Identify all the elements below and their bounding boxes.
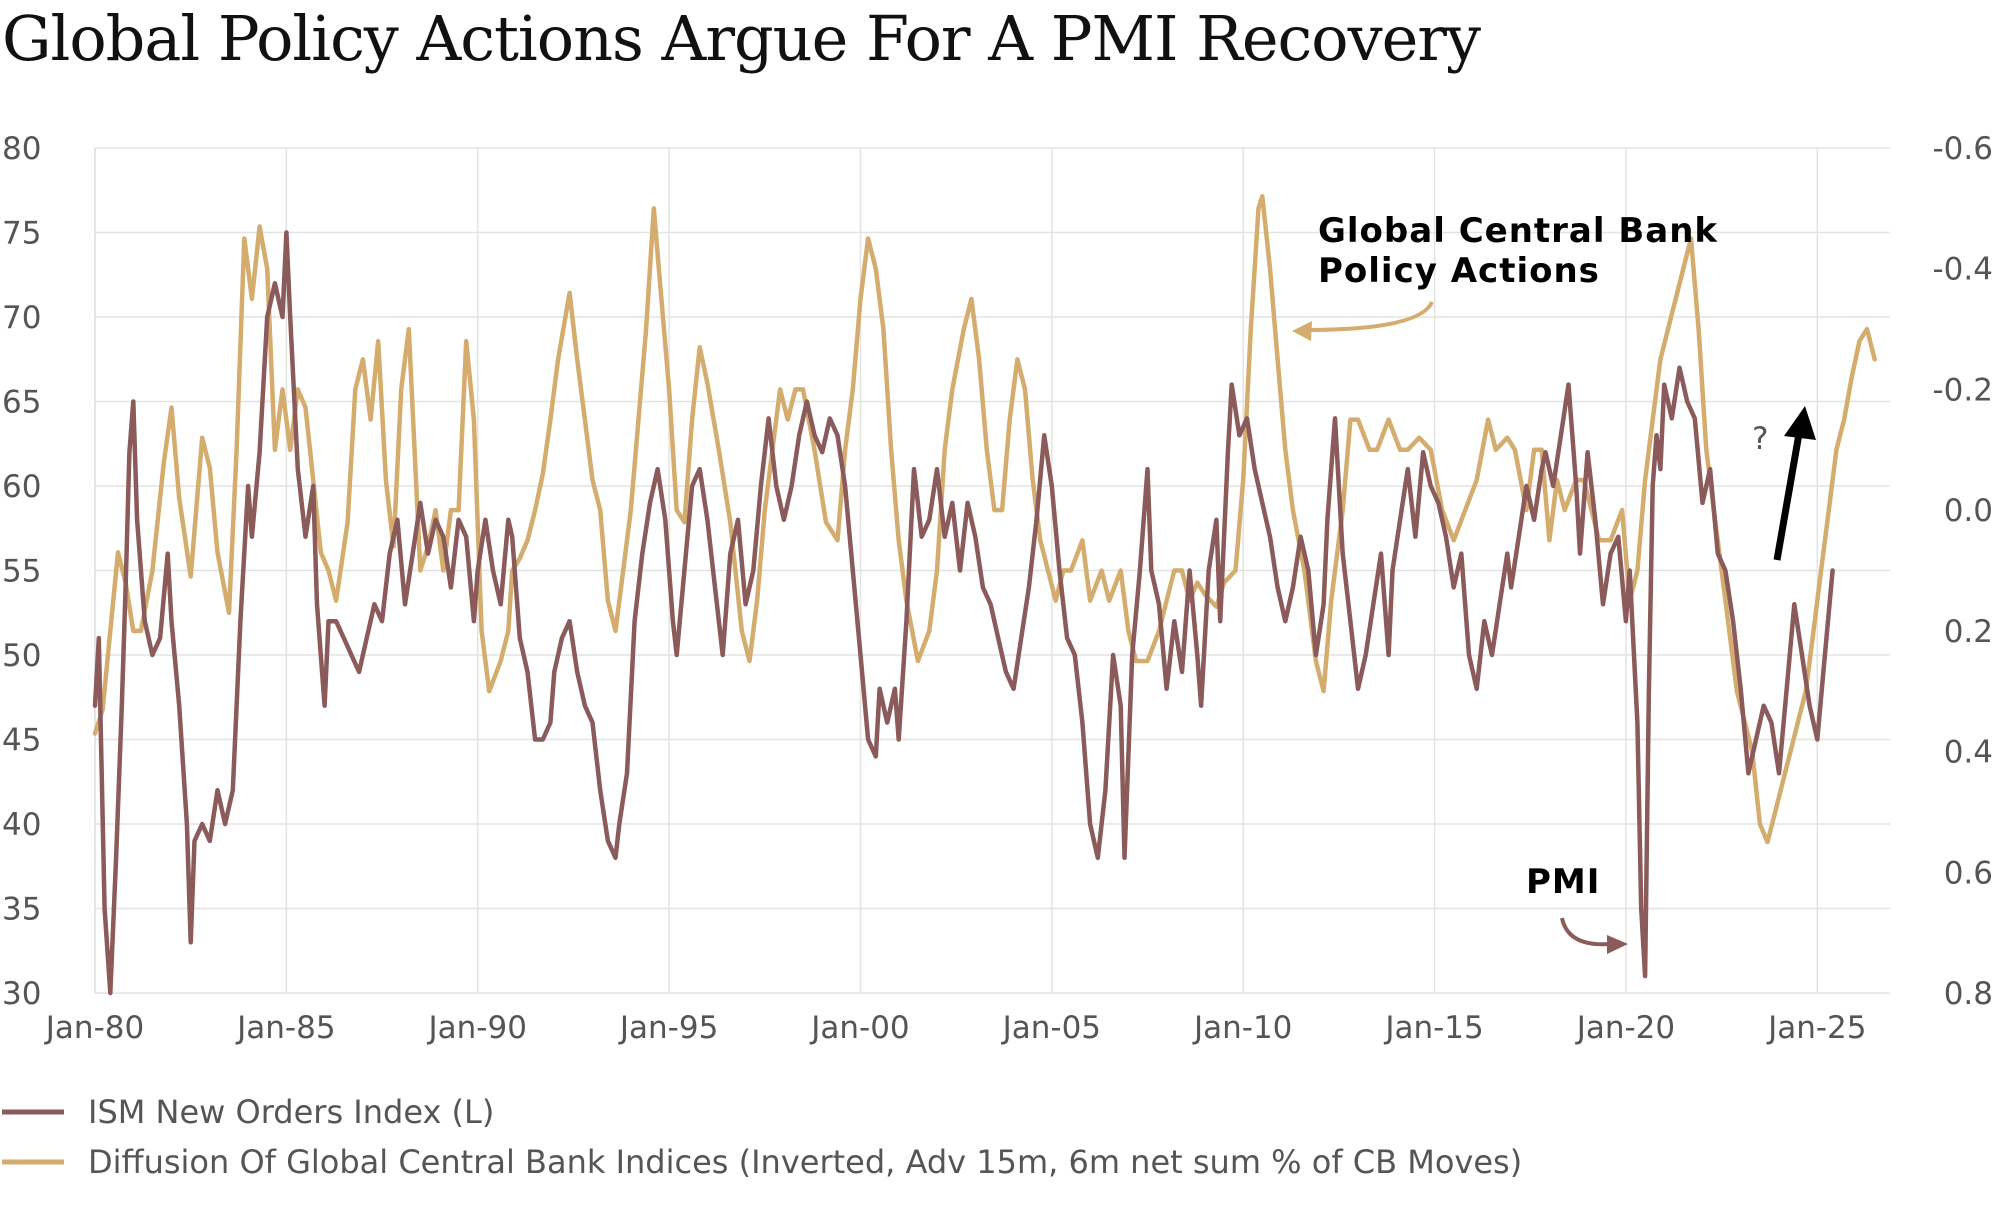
right-tick-label: -0.6 bbox=[1933, 131, 1994, 167]
left-tick-label: 60 bbox=[2, 469, 41, 505]
cb-annotation-line1: Global Central Bank bbox=[1318, 211, 1718, 251]
right-tick-label: 0.6 bbox=[1944, 855, 1993, 891]
x-tick-label: Jan-90 bbox=[427, 1010, 527, 1046]
right-tick-label: 0.0 bbox=[1944, 493, 1993, 529]
question-mark-label: ? bbox=[1752, 421, 1768, 457]
x-tick-label: Jan-85 bbox=[235, 1010, 335, 1046]
right-tick-label: 0.8 bbox=[1944, 976, 1993, 1012]
x-axis-ticks: Jan-80 Jan-85 Jan-90 Jan-95 Jan-00 Jan-05 Jan-… bbox=[44, 1010, 1867, 1046]
recovery-arrow-icon bbox=[1773, 427, 1804, 561]
left-tick-label: 50 bbox=[2, 638, 41, 674]
x-tick-label: Jan-25 bbox=[1766, 1010, 1866, 1046]
x-tick-label: Jan-20 bbox=[1575, 1010, 1675, 1046]
legend: ISM New Orders Index (L) Diffusion Of Gl… bbox=[2, 1093, 1522, 1181]
left-tick-label: 30 bbox=[2, 976, 41, 1012]
left-tick-label: 55 bbox=[2, 554, 41, 590]
x-tick-label: Jan-00 bbox=[809, 1010, 909, 1046]
series-layer bbox=[92, 194, 1877, 996]
right-tick-label: -0.4 bbox=[1933, 252, 1994, 288]
left-tick-label: 35 bbox=[2, 892, 41, 928]
legend-label-cb: Diffusion Of Global Central Bank Indices… bbox=[88, 1143, 1522, 1181]
recovery-arrowhead-icon bbox=[1784, 406, 1816, 440]
left-axis-ticks: 80 75 70 65 60 55 50 45 40 35 30 bbox=[2, 131, 41, 1012]
x-tick-label: Jan-15 bbox=[1383, 1010, 1483, 1046]
cb-annotation-arrowhead-icon bbox=[1292, 321, 1312, 341]
pmi-annotation-arrowhead-icon bbox=[1607, 935, 1628, 954]
right-tick-label: 0.4 bbox=[1944, 735, 1993, 771]
pmi-series-line bbox=[92, 230, 1835, 996]
left-tick-label: 70 bbox=[2, 300, 41, 336]
left-tick-label: 45 bbox=[2, 723, 41, 759]
right-tick-label: 0.2 bbox=[1944, 614, 1993, 650]
left-tick-label: 80 bbox=[2, 131, 41, 167]
cb-annotation-line2: Policy Actions bbox=[1318, 251, 1600, 291]
x-tick-label: Jan-05 bbox=[1001, 1010, 1101, 1046]
cb-annotation-arrow-icon bbox=[1304, 301, 1434, 332]
x-tick-label: Jan-95 bbox=[618, 1010, 718, 1046]
x-tick-label: Jan-80 bbox=[44, 1010, 144, 1046]
pmi-annotation-arrow-icon bbox=[1560, 917, 1611, 947]
right-axis-ticks: -0.6 -0.4 -0.2 0.0 0.2 0.4 0.6 0.8 bbox=[1933, 131, 1994, 1012]
left-tick-label: 75 bbox=[2, 216, 41, 252]
left-tick-label: 65 bbox=[2, 385, 41, 421]
x-tick-label: Jan-10 bbox=[1192, 1010, 1292, 1046]
pmi-annotation: PMI bbox=[1526, 862, 1600, 902]
left-tick-label: 40 bbox=[2, 807, 41, 843]
right-tick-label: -0.2 bbox=[1933, 372, 1994, 408]
legend-label-pmi: ISM New Orders Index (L) bbox=[88, 1093, 494, 1131]
cb-series-line bbox=[92, 194, 1877, 845]
chart-title: Global Policy Actions Argue For A PMI Re… bbox=[2, 2, 1481, 75]
